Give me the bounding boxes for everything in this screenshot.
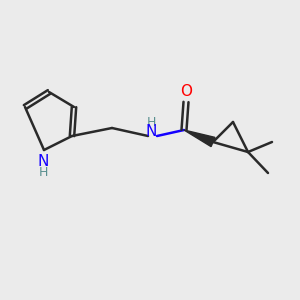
Text: H: H <box>146 116 156 128</box>
Text: O: O <box>180 85 192 100</box>
Text: H: H <box>38 166 48 178</box>
Polygon shape <box>184 130 215 147</box>
Text: N: N <box>37 154 49 169</box>
Text: N: N <box>145 124 157 140</box>
